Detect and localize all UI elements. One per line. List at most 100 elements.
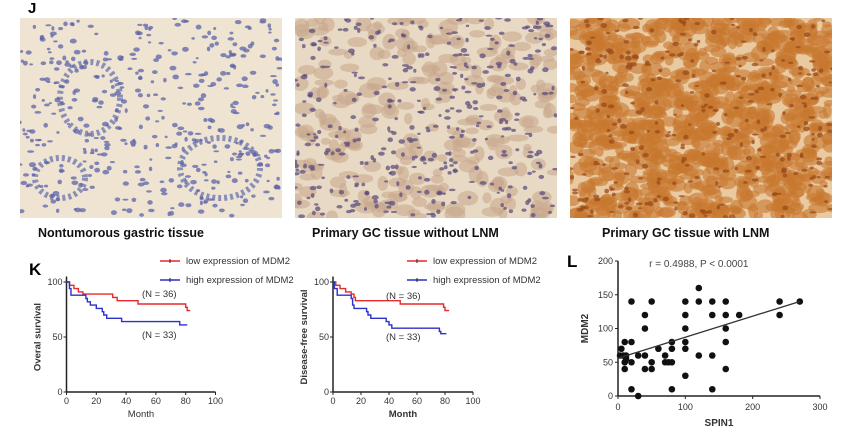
nucleus xyxy=(232,152,237,156)
nucleus xyxy=(436,190,443,196)
nucleus xyxy=(816,176,821,179)
nucleus xyxy=(673,113,678,116)
nucleus xyxy=(81,49,87,53)
nucleus xyxy=(703,103,709,107)
cytoplasm-blob xyxy=(704,56,719,66)
nucleus xyxy=(628,130,635,135)
cytoplasm-blob xyxy=(791,197,801,208)
nucleus xyxy=(713,167,720,171)
nucleus xyxy=(806,73,812,76)
nucleus xyxy=(259,134,267,137)
nucleus xyxy=(679,32,687,36)
nucleus xyxy=(735,56,742,61)
nucleus xyxy=(649,28,655,33)
nucleus xyxy=(235,155,243,159)
x-tick-label: 80 xyxy=(181,396,191,406)
cytoplasm-blob xyxy=(617,64,628,78)
survival-curve-high xyxy=(66,281,188,326)
nucleus xyxy=(394,117,398,121)
nucleus xyxy=(390,164,396,169)
nucleus xyxy=(79,208,86,213)
nucleus xyxy=(120,99,128,104)
nucleus xyxy=(354,202,361,206)
cytoplasm-blob xyxy=(44,152,65,159)
nucleus xyxy=(264,154,268,158)
nucleus xyxy=(781,167,788,172)
nucleus xyxy=(801,168,808,172)
nucleus xyxy=(338,189,345,195)
cytoplasm-blob xyxy=(175,188,197,197)
nucleus xyxy=(20,209,25,214)
nucleus xyxy=(654,129,661,134)
nucleus xyxy=(365,190,369,196)
nucleus xyxy=(124,142,128,146)
nucleus xyxy=(504,18,511,22)
x-tick-label: 200 xyxy=(745,402,760,412)
nucleus xyxy=(456,127,460,131)
nucleus xyxy=(102,169,110,175)
nucleus xyxy=(148,27,152,31)
nucleus xyxy=(580,80,585,84)
nucleus xyxy=(707,106,712,109)
x-tick-label: 100 xyxy=(678,402,693,412)
nucleus xyxy=(201,163,207,166)
nucleus xyxy=(797,72,803,75)
nucleus xyxy=(155,120,160,123)
nucleus xyxy=(638,145,645,151)
nucleus xyxy=(400,152,405,157)
nucleus xyxy=(101,89,108,94)
nucleus xyxy=(756,119,761,125)
nucleus xyxy=(384,201,392,205)
cytoplasm-blob xyxy=(802,153,819,166)
nucleus xyxy=(168,178,175,183)
nucleus xyxy=(494,41,499,45)
cytoplasm-blob xyxy=(482,192,492,204)
nucleus xyxy=(301,113,307,118)
nucleus xyxy=(656,180,661,185)
nucleus xyxy=(41,143,47,147)
nucleus xyxy=(744,169,752,173)
nucleus xyxy=(117,127,123,131)
data-point xyxy=(722,338,730,346)
nucleus xyxy=(498,186,503,191)
nucleus xyxy=(506,50,511,56)
nucleus xyxy=(242,147,250,151)
cytoplasm-blob xyxy=(521,117,534,128)
nucleus xyxy=(740,40,747,43)
nucleus xyxy=(387,126,391,132)
nucleus xyxy=(675,79,682,83)
nucleus xyxy=(216,180,220,185)
nucleus xyxy=(240,203,245,207)
nucleus xyxy=(136,31,143,36)
panel-letter-l: L xyxy=(567,252,578,271)
cytoplasm-blob xyxy=(363,196,376,207)
nucleus xyxy=(220,70,227,76)
cytoplasm-blob xyxy=(402,52,416,66)
nucleus xyxy=(146,93,151,98)
nucleus xyxy=(187,131,194,136)
nucleus xyxy=(355,22,362,27)
nucleus xyxy=(199,138,203,142)
nucleus xyxy=(410,20,415,25)
nucleus xyxy=(826,122,832,127)
nucleus xyxy=(377,29,381,34)
nucleus xyxy=(690,59,695,63)
nucleus xyxy=(608,139,615,144)
nucleus xyxy=(449,107,455,110)
y-tick-label: 50 xyxy=(52,332,62,342)
nucleus xyxy=(521,208,527,212)
nucleus xyxy=(501,127,508,131)
nucleus xyxy=(138,36,142,40)
x-tick-label: 0 xyxy=(64,396,69,406)
caption-nontumorous: Nontumorous gastric tissue xyxy=(38,226,204,240)
cytoplasm-blob xyxy=(610,105,623,115)
cytoplasm-blob xyxy=(753,58,775,67)
nucleus xyxy=(411,155,416,161)
nucleus xyxy=(803,103,808,108)
nucleus xyxy=(699,209,706,213)
cytoplasm-blob xyxy=(261,18,281,30)
nucleus xyxy=(234,20,242,25)
nucleus xyxy=(46,47,51,51)
cytoplasm-blob xyxy=(657,207,675,218)
cytoplasm-blob xyxy=(431,61,448,77)
